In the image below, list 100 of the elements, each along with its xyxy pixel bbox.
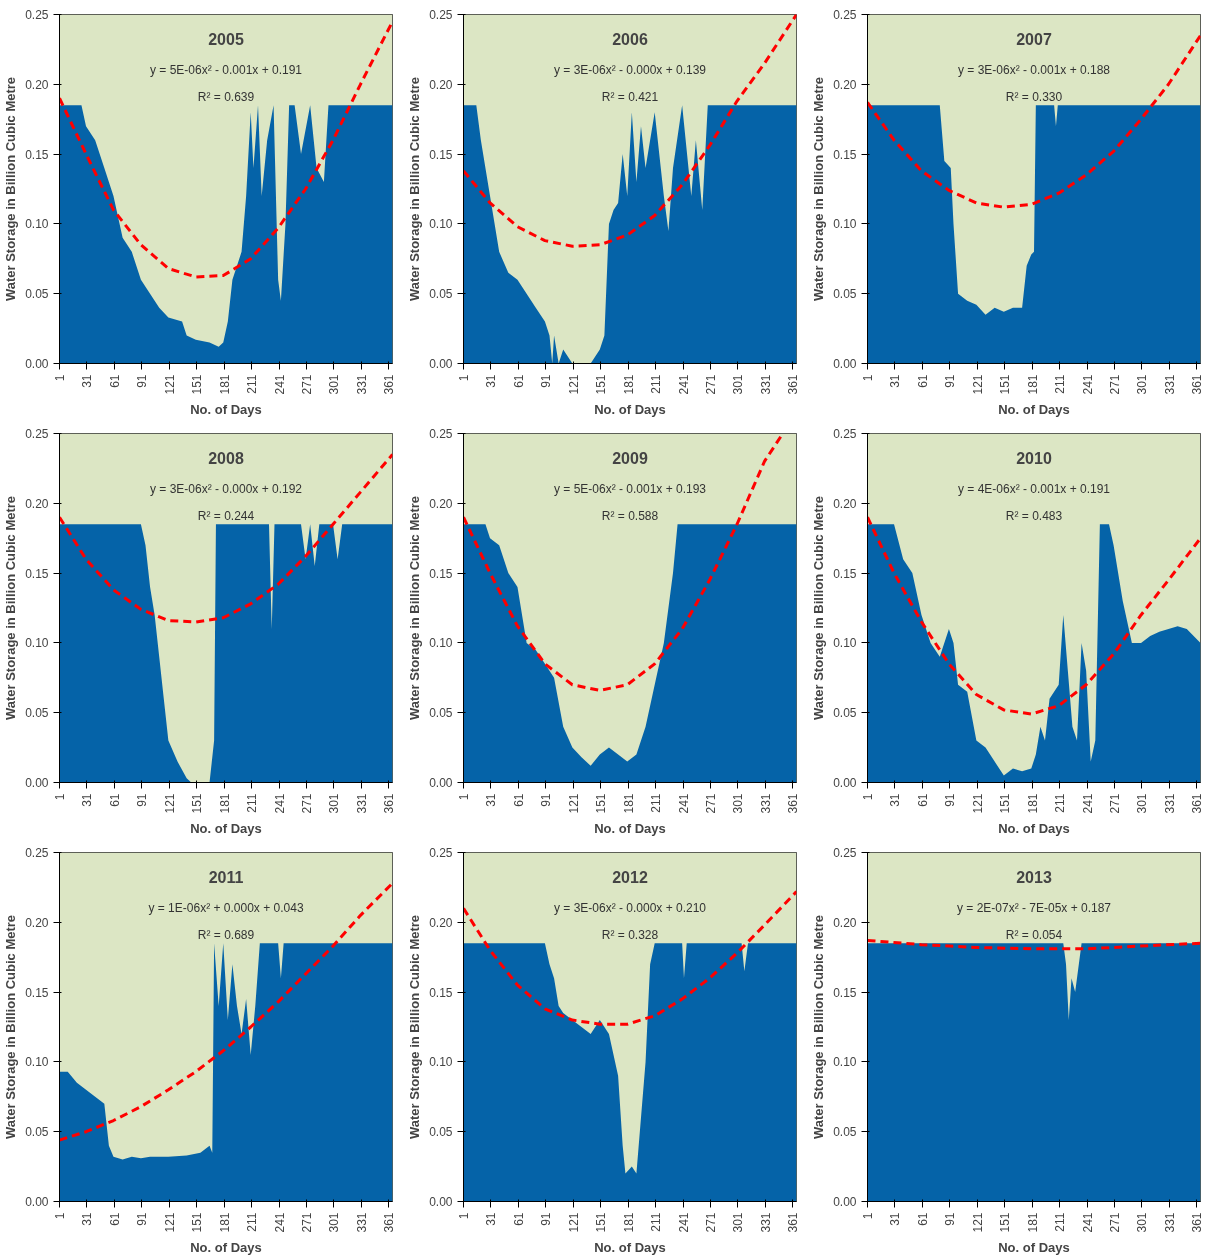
annotation: R² = 0.639 xyxy=(197,89,255,104)
x-tick-label: 61 xyxy=(107,793,122,807)
y-tick-label: 0.25 xyxy=(25,427,49,441)
annotation: R² = 0.588 xyxy=(601,508,659,523)
y-tick-label: 0.15 xyxy=(429,147,453,162)
y-tick-label: 0.15 xyxy=(25,985,49,1000)
annotation: R² = 0.689 xyxy=(197,927,255,942)
x-tick-label: 91 xyxy=(135,374,150,388)
x-tick-label: 361 xyxy=(382,1212,397,1233)
x-tick-label: 271 xyxy=(300,1212,315,1233)
y-tick-label: 0.20 xyxy=(25,496,49,511)
x-tick-label: 211 xyxy=(1053,793,1068,813)
annotation: R² = 0.244 xyxy=(197,508,255,523)
x-tick-label: 361 xyxy=(786,1212,801,1233)
x-tick-label: 271 xyxy=(704,1212,719,1233)
x-axis-title: No. of Days xyxy=(998,1239,1070,1255)
x-tick-label: 271 xyxy=(1108,374,1123,395)
y-tick-label: 0.10 xyxy=(429,636,453,651)
x-tick-label: 181 xyxy=(621,374,636,395)
x-tick-label: 91 xyxy=(943,374,958,388)
x-tick-label: 241 xyxy=(676,1212,691,1233)
x-tick-label: 151 xyxy=(594,374,609,395)
text: 2005 xyxy=(208,30,244,48)
x-tick-label: 181 xyxy=(217,1212,232,1233)
y-tick-label: 0.25 xyxy=(429,846,453,860)
x-tick-label: 241 xyxy=(676,793,691,814)
x-tick-label: 1 xyxy=(53,1212,67,1220)
y-tick-label: 0.05 xyxy=(25,287,49,302)
y-axis-title: Water Storage in Billion Cubic Metre xyxy=(407,76,423,302)
x-tick-label: 271 xyxy=(1108,793,1123,814)
annotation: y = 3E-06x² - 0.000x + 0.139 xyxy=(553,63,707,78)
y-tick-label: 0.00 xyxy=(833,357,857,371)
x-tick-label: 61 xyxy=(511,1212,526,1226)
text: 2007 xyxy=(1016,30,1052,48)
y-tick-label: 0.00 xyxy=(429,357,453,371)
x-tick-label: 331 xyxy=(758,1212,773,1233)
x-axis-title: No. of Days xyxy=(190,401,262,417)
x-tick-label: 361 xyxy=(1190,793,1205,814)
x-tick-label: 91 xyxy=(539,793,554,807)
text: 2006 xyxy=(612,30,648,48)
x-tick-label: 1 xyxy=(457,793,471,801)
x-tick-label: 271 xyxy=(300,793,315,814)
x-tick-label: 331 xyxy=(354,793,369,814)
x-tick-label: 61 xyxy=(107,1212,122,1226)
y-axis-title: Water Storage in Billion Cubic Metre xyxy=(3,495,19,721)
x-tick-label: 331 xyxy=(354,1212,369,1233)
x-tick-label: 151 xyxy=(190,374,205,395)
x-tick-label: 241 xyxy=(272,793,287,814)
y-tick-label: 0.10 xyxy=(25,636,49,651)
y-tick-label: 0.15 xyxy=(25,566,49,581)
y-tick-label: 0.00 xyxy=(25,1195,49,1209)
y-tick-label: 0.20 xyxy=(429,915,453,930)
text: 2010 xyxy=(1016,449,1052,467)
text: 2009 xyxy=(612,449,648,467)
x-tick-label: 91 xyxy=(943,1212,958,1226)
text: 2013 xyxy=(1016,868,1052,886)
x-tick-label: 151 xyxy=(190,1212,205,1233)
y-tick-label: 0.10 xyxy=(429,217,453,232)
annotation: R² = 0.054 xyxy=(1005,927,1063,942)
x-tick-label: 31 xyxy=(484,793,499,807)
y-tick-label: 0.20 xyxy=(833,496,857,511)
x-tick-label: 121 xyxy=(970,374,985,395)
x-tick-label: 151 xyxy=(594,793,609,814)
text: 2012 xyxy=(612,868,648,886)
y-tick-label: 0.00 xyxy=(833,776,857,790)
y-tick-label: 0.25 xyxy=(25,8,49,22)
x-tick-label: 361 xyxy=(786,374,801,395)
x-tick-label: 361 xyxy=(382,793,397,814)
x-tick-label: 241 xyxy=(1080,374,1095,395)
x-tick-label: 121 xyxy=(970,1212,985,1233)
x-tick-label: 181 xyxy=(1025,1212,1040,1233)
y-tick-label: 0.15 xyxy=(429,985,453,1000)
annotation: y = 4E-06x² - 0.001x + 0.191 xyxy=(957,482,1111,497)
y-axis-title: Water Storage in Billion Cubic Metre xyxy=(811,76,827,302)
y-axis-title: Water Storage in Billion Cubic Metre xyxy=(811,495,827,721)
y-tick-label: 0.10 xyxy=(833,636,857,651)
y-tick-label: 0.10 xyxy=(833,1055,857,1070)
y-tick-label: 0.00 xyxy=(429,1195,453,1209)
y-tick-label: 0.15 xyxy=(25,147,49,162)
x-tick-label: 301 xyxy=(731,1212,746,1233)
x-tick-label: 331 xyxy=(1162,793,1177,814)
x-tick-label: 61 xyxy=(915,1212,930,1226)
x-tick-label: 301 xyxy=(731,374,746,395)
x-tick-label: 31 xyxy=(80,793,95,807)
x-tick-label: 181 xyxy=(1025,793,1040,814)
y-tick-label: 0.05 xyxy=(429,706,453,721)
y-tick-label: 0.10 xyxy=(25,217,49,232)
annotation: y = 3E-06x² - 0.000x + 0.210 xyxy=(553,901,707,916)
x-tick-label: 181 xyxy=(621,793,636,814)
x-tick-label: 1 xyxy=(53,374,67,382)
x-tick-label: 31 xyxy=(80,1212,95,1226)
y-tick-label: 0.10 xyxy=(833,217,857,232)
x-tick-label: 331 xyxy=(354,374,369,395)
x-tick-label: 121 xyxy=(566,1212,581,1233)
x-tick-label: 91 xyxy=(943,793,958,807)
x-tick-label: 1 xyxy=(861,374,875,382)
x-tick-label: 271 xyxy=(704,374,719,395)
x-tick-label: 1 xyxy=(53,793,67,801)
y-tick-label: 0.25 xyxy=(833,427,857,441)
annotation: R² = 0.330 xyxy=(1005,89,1063,104)
